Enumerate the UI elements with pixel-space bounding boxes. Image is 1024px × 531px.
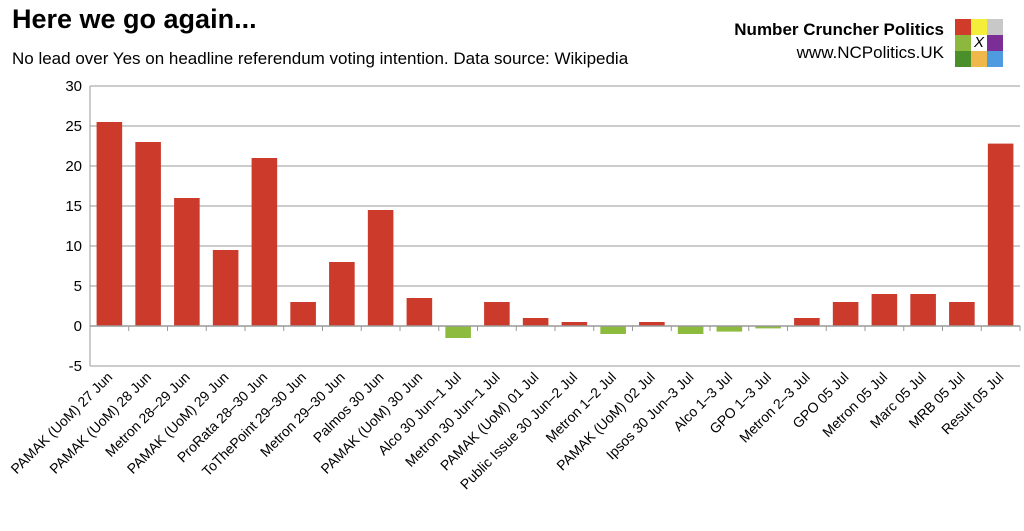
bar <box>832 302 859 326</box>
bar <box>716 326 743 332</box>
bar <box>484 302 510 326</box>
logo-cell <box>987 51 1003 67</box>
bar <box>755 326 781 329</box>
bar <box>251 158 278 326</box>
y-tick-label: 25 <box>65 118 82 135</box>
bar <box>367 210 394 326</box>
bar <box>445 326 471 338</box>
bar <box>639 322 665 326</box>
bar <box>174 198 200 326</box>
y-tick-label: 15 <box>65 198 82 215</box>
logo-cell <box>955 19 971 35</box>
bar <box>212 250 239 326</box>
logo-cell <box>971 51 987 67</box>
bar <box>987 143 1014 326</box>
logo-cell <box>955 51 971 67</box>
bar <box>794 318 820 326</box>
brand-logo: X <box>955 19 1003 67</box>
bar <box>949 302 975 326</box>
bar <box>871 294 898 326</box>
logo-cell <box>971 19 987 35</box>
brand-url: www.NCPolitics.UK <box>796 43 944 62</box>
brand-name: Number Cruncher Politics <box>734 20 944 39</box>
bar <box>910 294 936 326</box>
y-tick-label: -5 <box>69 358 82 375</box>
y-tick-label: 5 <box>74 278 82 295</box>
logo-cell: X <box>971 35 987 51</box>
chart-title: Here we go again... <box>12 4 257 34</box>
bar <box>290 302 316 326</box>
bar <box>561 322 588 326</box>
y-tick-label: 10 <box>65 238 82 255</box>
y-tick-label: 30 <box>65 78 82 95</box>
y-tick-label: 20 <box>65 158 82 175</box>
bar <box>96 122 123 326</box>
bar <box>329 262 355 326</box>
brand: Number Cruncher Politics www.NCPolitics.… <box>734 20 944 63</box>
bar <box>677 326 704 334</box>
logo-cell <box>955 35 971 51</box>
bar <box>406 298 433 326</box>
logo-cell <box>987 19 1003 35</box>
bar <box>135 142 161 326</box>
bar <box>600 326 626 334</box>
chart-subtitle: No lead over Yes on headline referendum … <box>12 49 629 68</box>
y-tick-label: 0 <box>74 318 82 335</box>
logo-cell <box>987 35 1003 51</box>
bar <box>522 318 549 326</box>
